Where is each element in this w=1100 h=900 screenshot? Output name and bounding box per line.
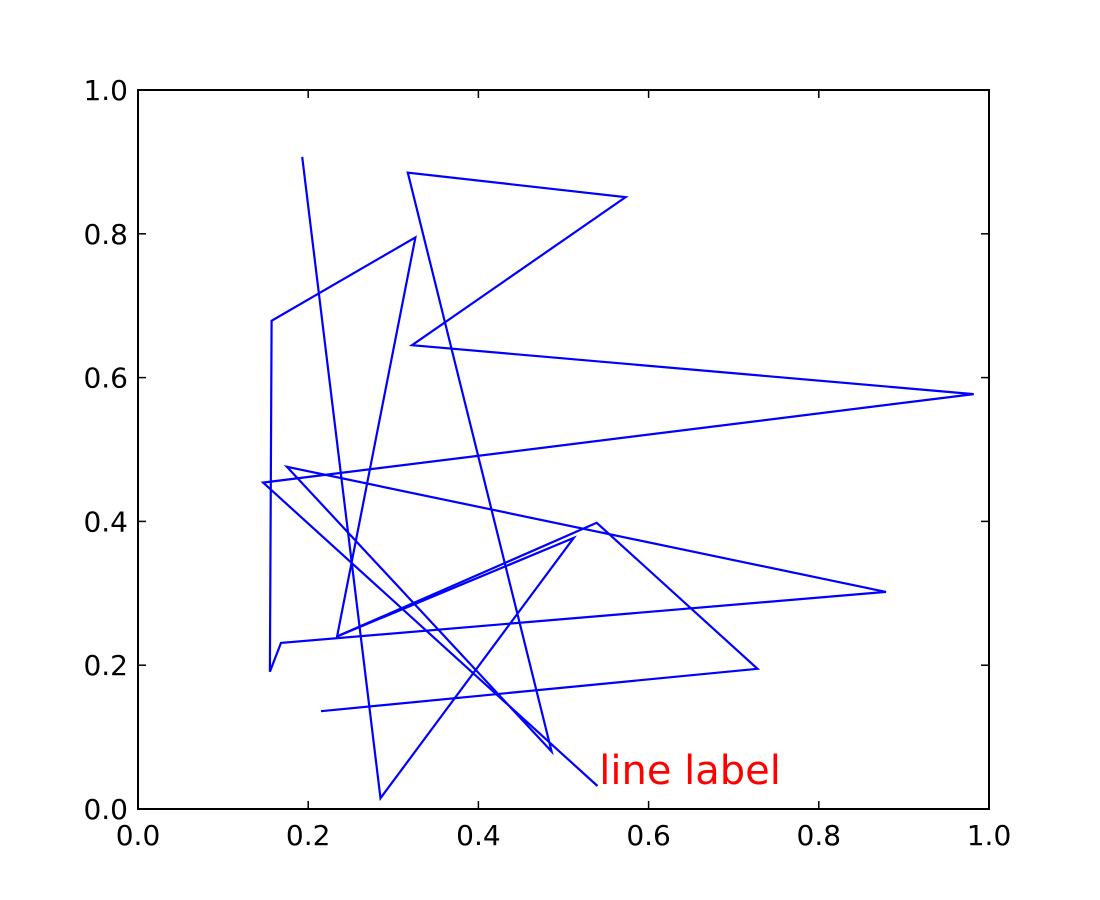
y-tick-label: 0.4 bbox=[83, 505, 128, 538]
series-line-1 bbox=[260, 156, 974, 802]
y-tick-label: 0.6 bbox=[83, 362, 128, 395]
x-tick-label: 0.0 bbox=[116, 819, 161, 852]
line-label-annotation: line label bbox=[599, 748, 781, 794]
series-line-2 bbox=[320, 521, 761, 713]
y-tick-label: 0.2 bbox=[83, 649, 128, 682]
x-tick-label: 1.0 bbox=[967, 819, 1012, 852]
x-tick-label: 0.2 bbox=[286, 819, 331, 852]
x-tick-label: 0.8 bbox=[797, 819, 842, 852]
annotation-layer: line label bbox=[599, 748, 781, 794]
y-tick-label: 0.8 bbox=[83, 218, 128, 251]
plot-frame bbox=[137, 89, 990, 810]
plot-area bbox=[138, 90, 989, 809]
y-tick-label: 0.0 bbox=[83, 793, 128, 826]
series-layer bbox=[260, 156, 974, 802]
x-tick-label: 0.4 bbox=[456, 819, 501, 852]
x-tick-label: 0.6 bbox=[626, 819, 671, 852]
y-tick-label: 1.0 bbox=[83, 74, 128, 107]
tick-labels-layer: 0.0 0.2 0.4 0.6 0.8 1.0 0.0 0.2 0.4 0.6 0.8 1.0 bbox=[83, 74, 1011, 852]
